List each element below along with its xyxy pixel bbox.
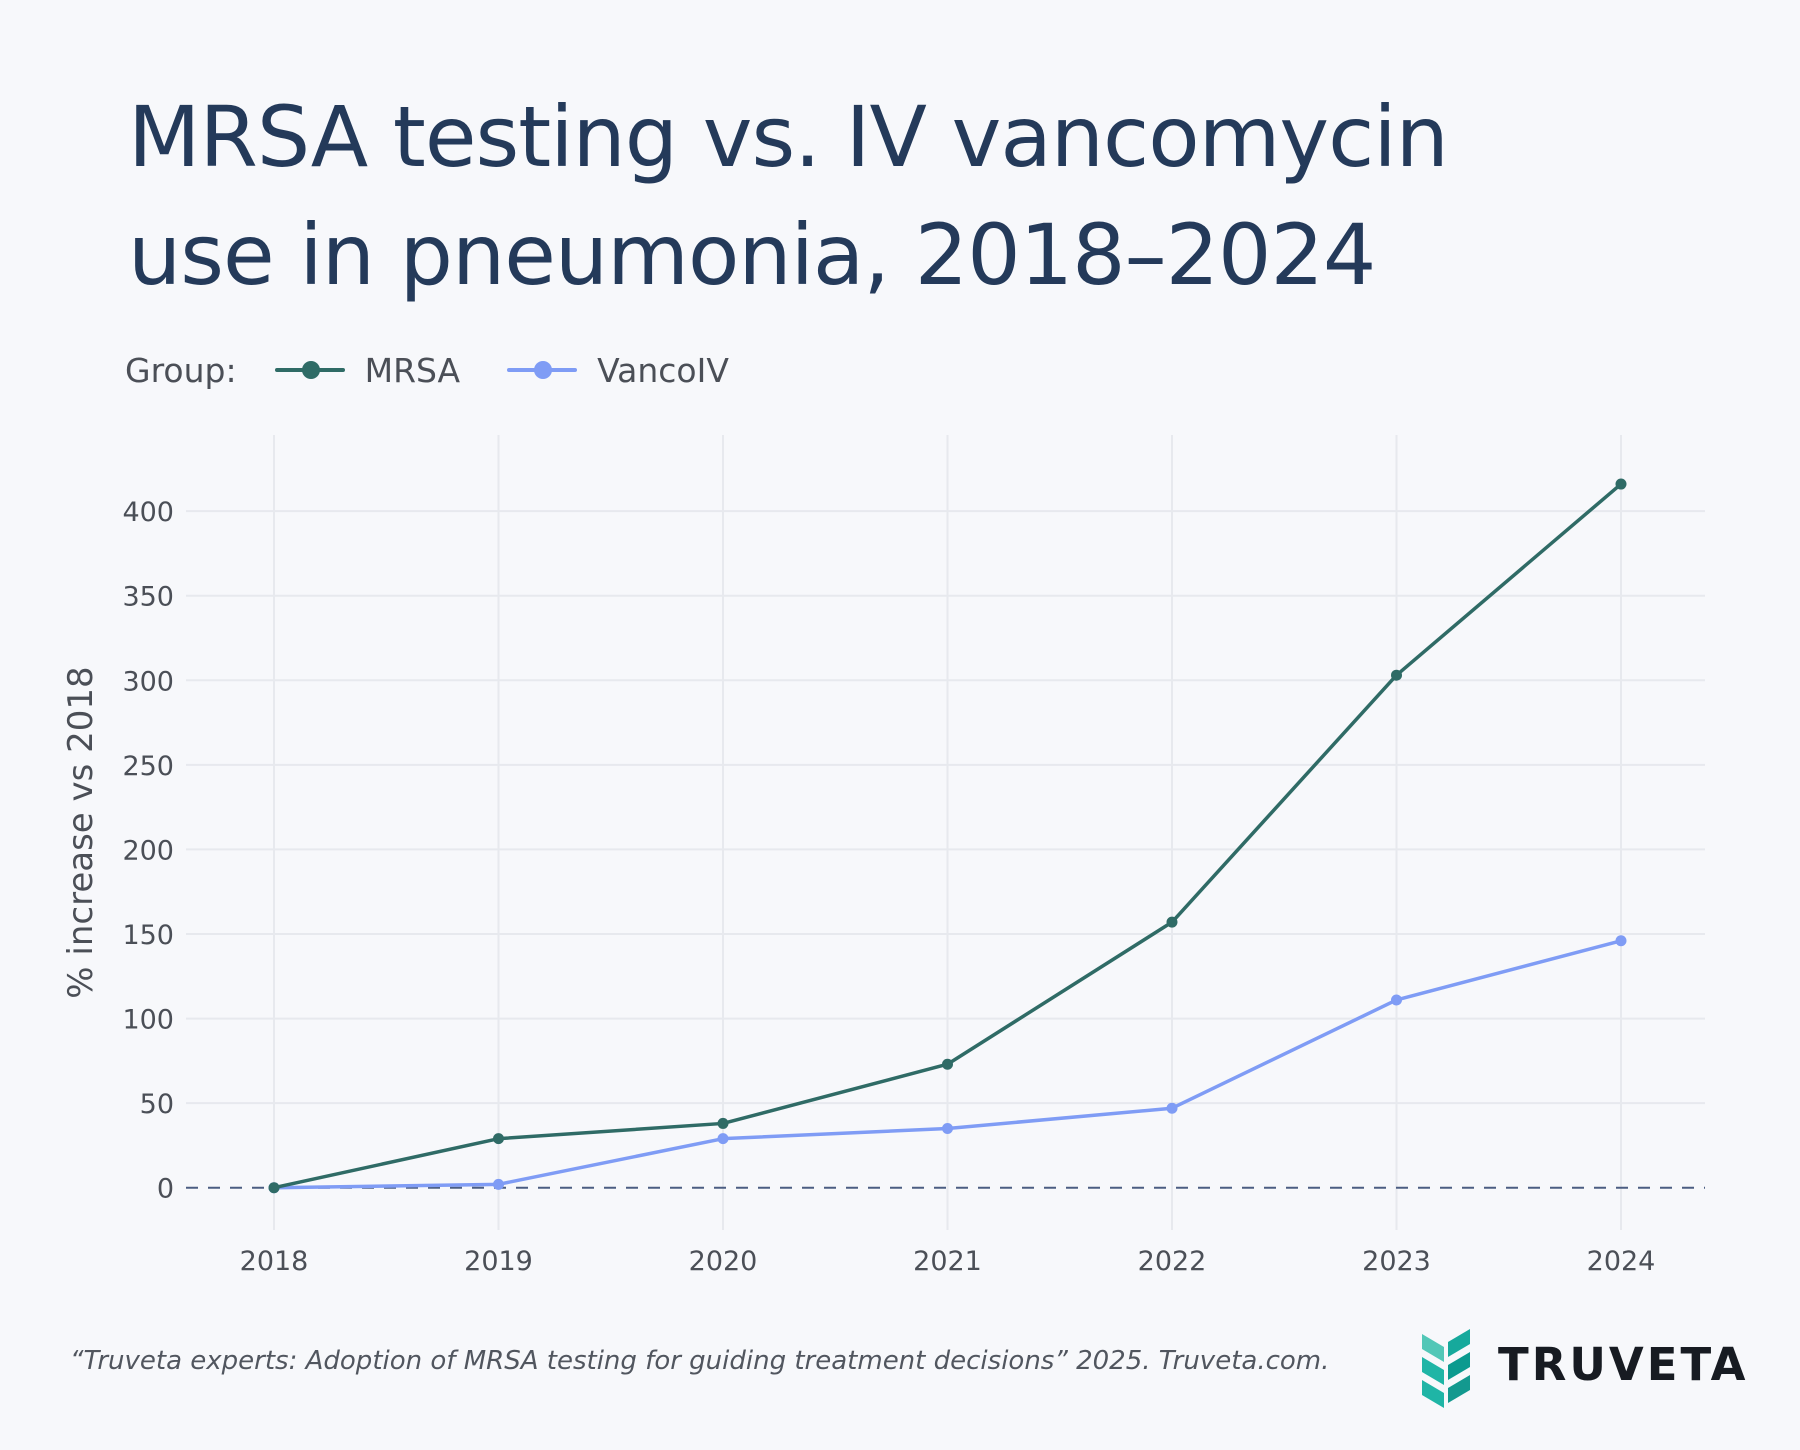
x-tick-label-2020: 2020 [689, 1246, 758, 1277]
legend-item-mrsa: MRSA [274, 350, 461, 390]
mrsa-point-2021 [942, 1058, 953, 1070]
y-tick-label-0: 0 [157, 1174, 174, 1205]
y-tick-label-50: 50 [140, 1089, 174, 1120]
vancoiv-legend-line [507, 361, 578, 379]
citation-text: “Truveta experts: Adoption of MRSA testi… [70, 1346, 1330, 1376]
vancoiv-legend-marker [534, 361, 553, 379]
x-tick-label-2024: 2024 [1587, 1246, 1656, 1277]
truveta-brand: TRUVETA [1418, 1320, 1748, 1408]
legend-item-vancoiv: VancoIV [507, 351, 729, 390]
gridlines [186, 435, 1705, 1230]
legend-label-vancoiv: VancoIV [597, 350, 729, 390]
y-axis-label: % increase vs 2018 [61, 666, 101, 998]
mrsa-point-2020 [717, 1117, 729, 1129]
x-tick-label-2021: 2021 [913, 1246, 982, 1277]
x-tick-label-2018: 2018 [240, 1246, 309, 1277]
mrsa-legend-marker [301, 361, 320, 379]
vancoiv-point-2022 [1166, 1102, 1178, 1114]
y-tick-label-100: 100 [122, 1005, 174, 1036]
x-tick-label-2023: 2023 [1362, 1246, 1431, 1277]
vancoiv-point-2019 [493, 1178, 504, 1190]
x-tick-label-2019: 2019 [464, 1246, 533, 1277]
chart-title-line-1: MRSA testing vs. IV vancomycin [128, 88, 1449, 186]
chart-title: MRSA testing vs. IV vancomycin use in pn… [128, 78, 1528, 314]
chart-title-line-2: use in pneumonia, 2018–2024 [128, 206, 1376, 304]
y-tick-label-150: 150 [122, 920, 174, 951]
x-tick-label-2022: 2022 [1138, 1246, 1207, 1277]
chart-legend: Group: MRSA VancoIV [125, 345, 776, 395]
mrsa-legend-line [274, 361, 345, 379]
mrsa-point-2024 [1615, 478, 1627, 490]
mrsa-point-2023 [1391, 669, 1402, 681]
y-tick-label-300: 300 [122, 666, 174, 697]
mrsa-point-2018 [268, 1182, 280, 1194]
y-tick-label-400: 400 [122, 497, 174, 528]
mrsa-point-2019 [493, 1133, 504, 1145]
legend-title: Group: [125, 350, 237, 390]
y-tick-label-200: 200 [122, 835, 174, 866]
vancoiv-point-2020 [717, 1133, 729, 1145]
y-tick-label-250: 250 [122, 751, 174, 782]
vancoiv-point-2021 [942, 1123, 953, 1135]
brand-name: TRUVETA [1498, 1337, 1749, 1391]
vancoiv-point-2023 [1391, 994, 1402, 1006]
y-tick-label-350: 350 [122, 582, 174, 613]
vancoiv-point-2024 [1615, 935, 1627, 947]
truveta-logo-icon [1422, 1329, 1470, 1408]
mrsa-point-2022 [1166, 916, 1178, 928]
legend-label-mrsa: MRSA [364, 350, 461, 390]
